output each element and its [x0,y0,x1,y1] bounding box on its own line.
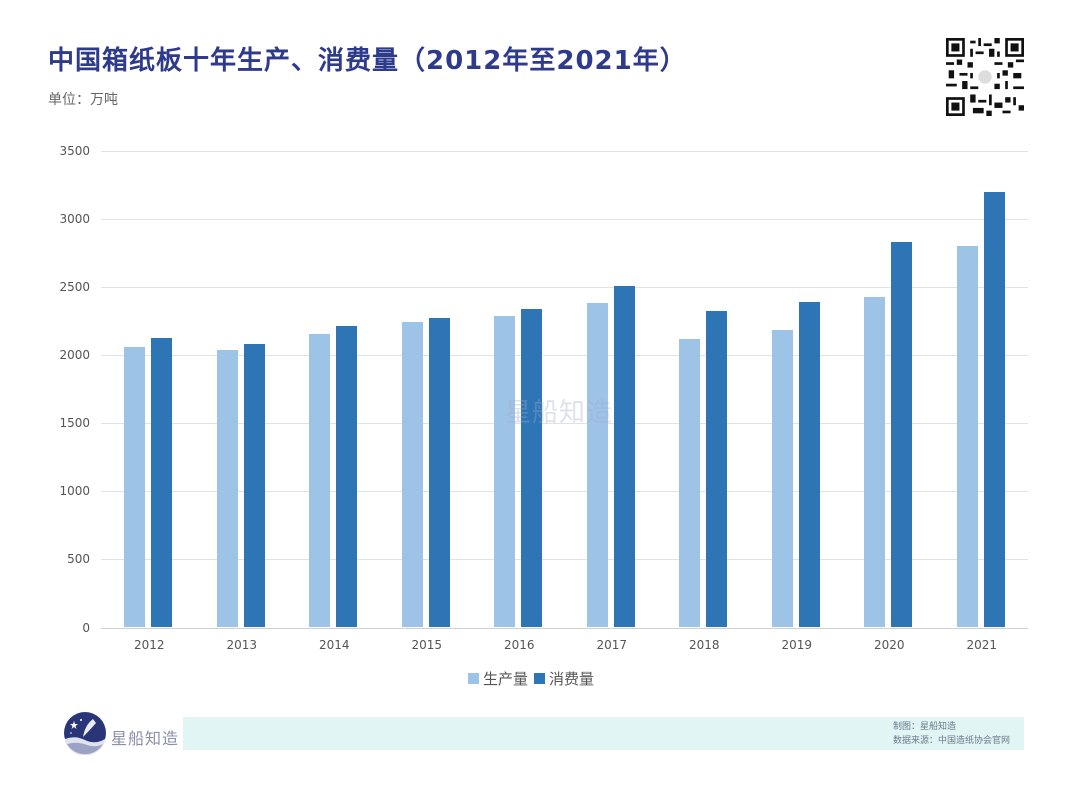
chart-legend: 生产量 消费量 [468,668,594,689]
gridline [101,151,1028,152]
bar-production [864,297,886,628]
bar-production [586,303,608,628]
bar-production [956,246,978,628]
x-tick-label: 2020 [873,638,905,652]
bar-consumption [891,242,913,628]
bar-consumption [798,302,820,628]
gridline [101,491,1028,492]
x-tick-label: 2017 [596,638,628,652]
x-tick-label: 2019 [781,638,813,652]
bar-production [771,330,793,628]
x-tick-label: 2021 [966,638,998,652]
brand-logo-icon [64,712,106,755]
x-tick-label: 2013 [226,638,258,652]
consumption-swatch-icon [534,673,546,684]
bar-consumption [151,337,173,628]
y-tick-label: 500 [67,552,90,567]
bar-consumption [521,308,543,628]
x-tick-label: 2018 [688,638,720,652]
credit-source: 数据来源：中国造纸协会官网 [893,736,1011,746]
gridline [101,423,1028,424]
footer-band [183,717,1024,750]
legend-item-production: 生产量 [468,668,528,689]
footer-credits: 制图：星船知造 数据来源：中国造纸协会官网 [893,720,1010,748]
gridline [101,287,1028,288]
qr-code-icon [946,38,1024,116]
bar-consumption [983,192,1005,628]
bar-production [124,346,146,628]
x-axis-line [101,628,1028,629]
y-tick-label: 1000 [59,484,90,499]
bar-consumption [613,286,635,628]
gridline [101,219,1028,220]
bar-production [309,334,331,628]
y-tick-label: 1500 [59,416,90,431]
bar-production [494,315,516,628]
y-tick-label: 2500 [59,280,90,295]
gridline [101,355,1028,356]
x-tick-label: 2016 [503,638,535,652]
x-tick-label: 2015 [411,638,443,652]
bar-production [216,349,238,628]
y-tick-label: 2000 [59,348,90,363]
x-tick-label: 2012 [133,638,165,652]
bar-consumption [428,317,450,628]
y-tick-label: 0 [82,620,90,635]
legend-label-consumption: 消费量 [549,670,595,688]
legend-item-consumption: 消费量 [534,668,594,689]
bar-production [401,322,423,628]
y-tick-label: 3000 [59,212,90,227]
page-title: 中国箱纸板十年生产、消费量（2012年至2021年） [48,46,687,76]
brand-name: 星船知造 [111,729,180,748]
bar-consumption [706,310,728,628]
credit-maker: 制图：星船知造 [893,722,957,732]
y-tick-label: 3500 [59,144,90,158]
x-tick-label: 2014 [318,638,350,652]
gridline [101,559,1028,560]
bar-consumption [336,325,358,628]
watermark: 星船知造 [505,398,614,428]
bar-consumption [243,343,265,628]
production-swatch-icon [468,673,479,684]
legend-label-production: 生产量 [483,670,529,688]
bar-production [679,338,701,628]
unit-label: 单位：万吨 [48,92,118,108]
